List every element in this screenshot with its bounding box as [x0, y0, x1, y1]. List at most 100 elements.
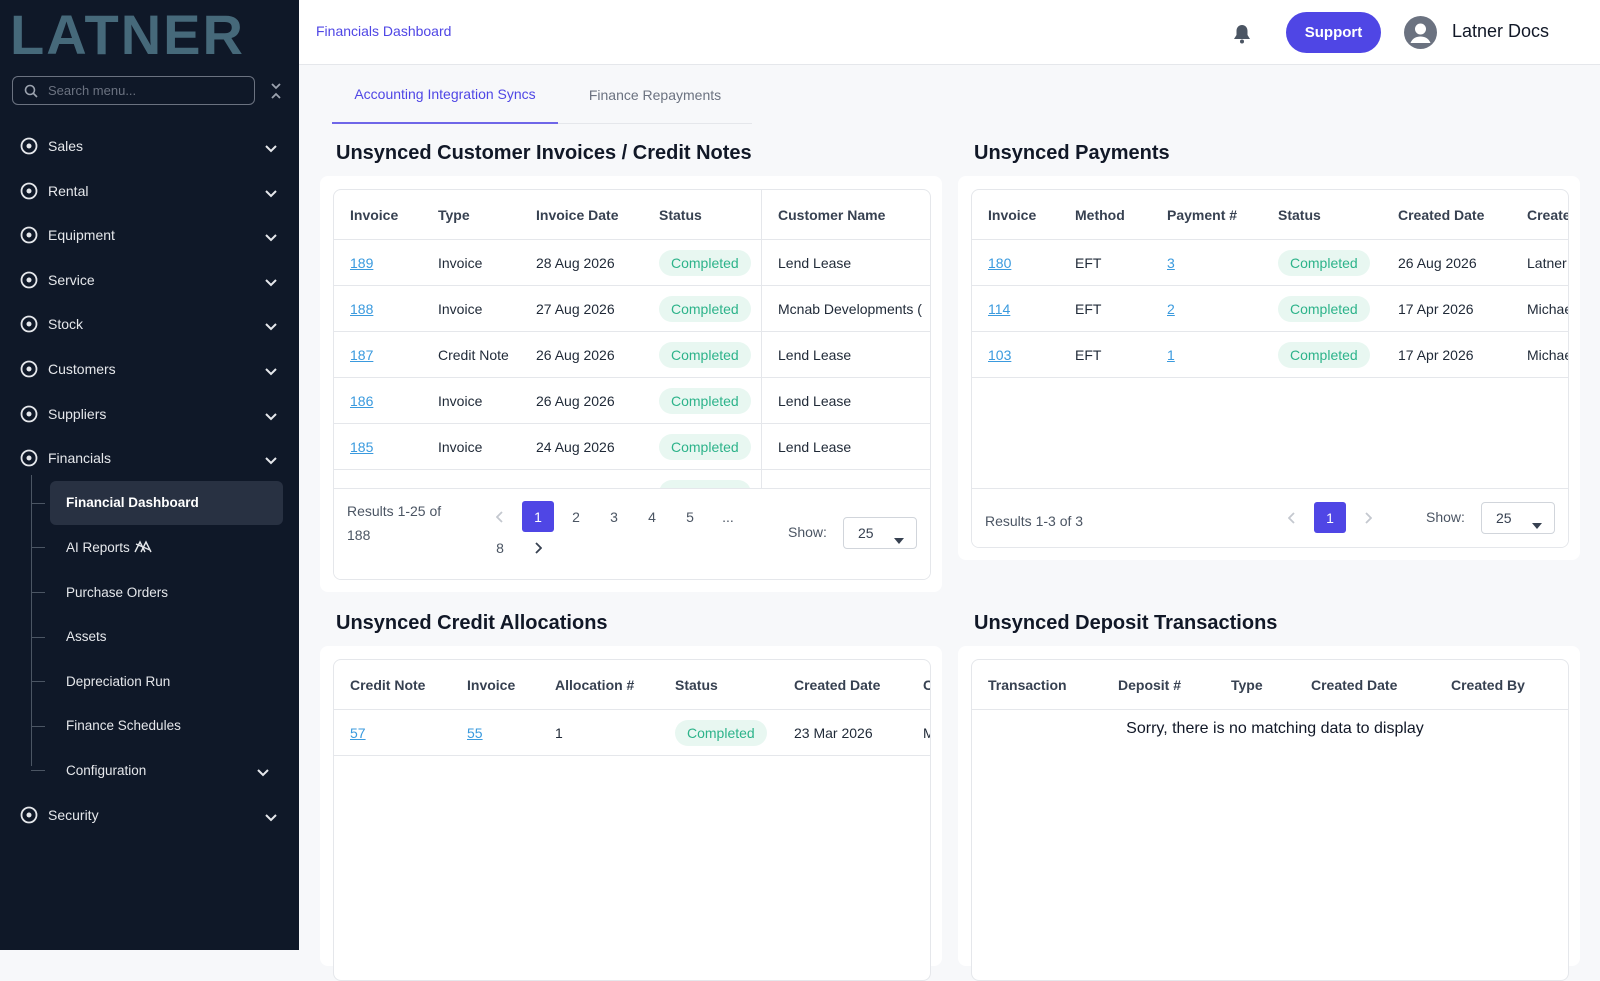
cell-text: EFT — [1075, 300, 1102, 317]
page-arrow[interactable] — [481, 501, 519, 532]
user-name[interactable]: Latner Docs — [1452, 21, 1550, 41]
row-link[interactable]: 3 — [1167, 254, 1175, 271]
menu-label: Depreciation Run — [66, 673, 171, 689]
row-link[interactable]: 55 — [467, 724, 483, 741]
tab[interactable]: Accounting Integration Syncs — [332, 66, 558, 124]
menu-item[interactable]: Service — [0, 258, 299, 302]
menu-item[interactable]: Purchase Orders — [0, 570, 299, 614]
bell-icon[interactable] — [1233, 24, 1251, 49]
page-button[interactable]: 1 — [1311, 502, 1349, 533]
page-arrow[interactable] — [519, 532, 557, 563]
row-link[interactable]: 184 — [350, 485, 373, 490]
page-button[interactable]: 3 — [595, 501, 633, 532]
table-cell: 184 — [334, 469, 422, 490]
icon-part — [265, 279, 277, 287]
icon-part — [535, 541, 542, 554]
table-row: 180 EFT 3 Completed 26 Aug 2026 Latner — [972, 239, 1568, 286]
cell-text: Invoice — [438, 254, 483, 271]
icon — [265, 457, 277, 465]
page-button[interactable]: 4 — [633, 501, 671, 532]
table-cell: EFT — [1059, 285, 1151, 332]
support-button[interactable]: Support — [1286, 12, 1381, 53]
menu-item[interactable]: Configuration — [0, 748, 299, 792]
menu-item[interactable]: Equipment — [0, 213, 299, 257]
menu-item[interactable]: AI Reports — [0, 525, 299, 569]
table-cell: Lend Lease — [761, 377, 930, 424]
menu-label: AI Reports — [66, 539, 130, 555]
data-table: Transaction Deposit # Type Created Date Crea… — [972, 660, 1568, 710]
page-button[interactable]: 1 — [519, 501, 557, 532]
row-link[interactable]: 187 — [350, 346, 374, 363]
table-box: Transaction Deposit # Type Created Date Crea… — [971, 659, 1569, 981]
page-size-select[interactable]: 25 — [843, 517, 917, 549]
cell-text: 28 Aug 2026 — [536, 254, 615, 271]
menu-item[interactable]: Financial Dashboard — [0, 481, 299, 525]
breadcrumb[interactable]: Financials Dashboard — [316, 23, 452, 39]
show-label: Show: — [1426, 509, 1465, 525]
row-link[interactable]: 57 — [350, 724, 366, 741]
page-size-select[interactable]: 25 — [1481, 502, 1555, 534]
data-table: Invoice Type Invoice Date Status Customer Na… — [334, 190, 930, 489]
row-link[interactable]: 186 — [350, 392, 374, 409]
menu-label: Service — [48, 271, 95, 288]
table-cell: Invoice — [422, 285, 520, 332]
cell-text: Michael — [1527, 346, 1568, 363]
row-link[interactable]: 189 — [350, 254, 374, 271]
results-text: Results 1-25 of 188 — [347, 503, 442, 543]
row-link[interactable]: 188 — [350, 300, 374, 317]
row-link[interactable]: 103 — [988, 346, 1012, 363]
table-cell: Invoice — [422, 377, 520, 424]
icon — [24, 84, 38, 98]
column-header: Status — [1262, 190, 1382, 240]
status-badge: Completed — [659, 249, 751, 276]
page-button[interactable]: 2 — [557, 501, 595, 532]
chevron — [265, 452, 277, 468]
cell-text: Mcnab Developments ( — [778, 300, 922, 317]
page-arrow[interactable] — [1273, 502, 1311, 533]
table-cell: 189 — [334, 239, 422, 286]
menu-item[interactable]: Suppliers — [0, 392, 299, 436]
page-button[interactable]: ... — [709, 501, 747, 532]
table-cell: 26 Aug 2026 — [520, 377, 643, 424]
collapse-icon[interactable] — [270, 82, 282, 105]
icon-part — [26, 812, 32, 818]
table-cell: 20 Aug 2026 — [520, 469, 643, 489]
column-header: Payment # — [1151, 190, 1262, 240]
menu-item[interactable]: Stock — [0, 302, 299, 346]
icon-part — [134, 540, 152, 553]
cell-text: Lend Lease — [778, 254, 852, 271]
column-header: Created By — [1511, 190, 1568, 240]
pager: 1 2 3 4 5... 8 — [481, 501, 747, 563]
page-button[interactable]: 8 — [481, 532, 519, 563]
header-row: Transaction Deposit # Type Created Date Crea… — [972, 660, 1568, 710]
table-cell: Mcnab Developments ( — [761, 285, 930, 332]
icon-part — [265, 189, 277, 198]
tab[interactable]: Finance Repayments — [558, 66, 752, 124]
menu-item[interactable]: Sales — [0, 124, 299, 168]
cell-text: EFT — [1075, 254, 1102, 271]
table-cell: 28 Aug 2026 — [520, 239, 643, 286]
avatar[interactable] — [1404, 16, 1437, 54]
page-button[interactable]: 5 — [671, 501, 709, 532]
row-link[interactable]: 114 — [988, 300, 1011, 317]
menu-item[interactable]: Assets — [0, 615, 299, 659]
row-link[interactable]: 2 — [1167, 300, 1175, 317]
table-cell: Completed — [643, 377, 762, 424]
row-link[interactable]: 185 — [350, 438, 374, 455]
menu-item[interactable]: Finance Schedules — [0, 704, 299, 748]
row-link[interactable]: 1 — [1167, 346, 1175, 363]
menu-item[interactable]: Depreciation Run — [0, 659, 299, 703]
menu-item[interactable]: Customers — [0, 347, 299, 391]
cell-text: Lend Lease — [778, 346, 852, 363]
icon-part — [894, 538, 904, 544]
page-arrow[interactable] — [1349, 502, 1387, 533]
cell-text: EFT — [1075, 346, 1102, 363]
menu-item[interactable]: Security — [0, 793, 299, 837]
row-link[interactable]: 180 — [988, 254, 1012, 271]
search-box[interactable]: Search menu... — [12, 76, 255, 105]
table-cell: Completed — [643, 469, 762, 489]
menu-item[interactable]: Financials — [0, 436, 299, 480]
menu-item[interactable]: Rental — [0, 169, 299, 213]
table-wrap: Invoice Method Payment # Status Created Date… — [972, 190, 1568, 489]
